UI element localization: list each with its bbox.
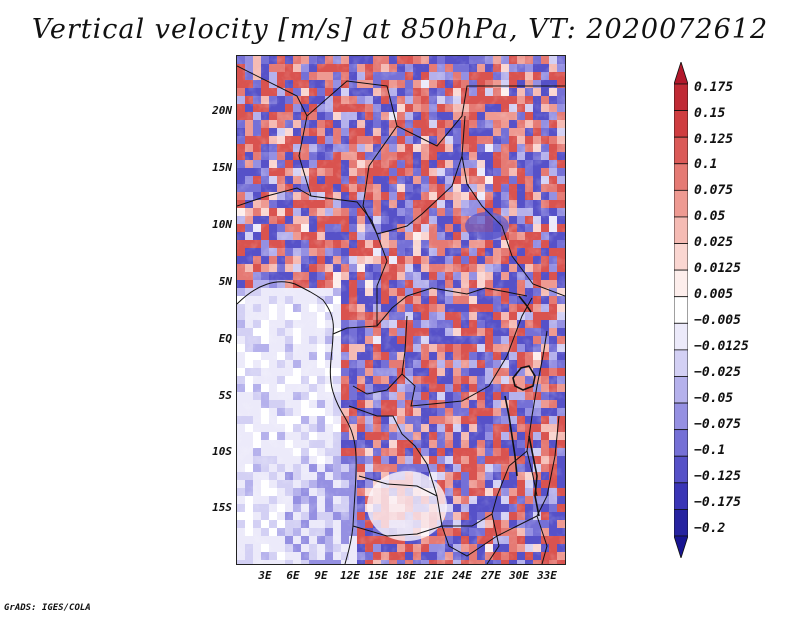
colorbar-swatch	[674, 376, 688, 404]
colorbar-label: −0.025	[694, 365, 741, 380]
map-title: Vertical velocity [m/s] at 850hPa, VT: 2…	[31, 14, 769, 45]
colorbar-label: 0.1	[694, 157, 718, 172]
velocity-field-map	[237, 56, 565, 564]
lat-label: 5S	[218, 389, 232, 402]
colorbar-swatch	[674, 296, 688, 324]
colorbar	[674, 62, 688, 558]
colorbar-swatch	[674, 509, 688, 537]
colorbar-swatch	[674, 402, 688, 431]
lon-label: 33E	[537, 569, 557, 582]
colorbar-label: −0.0125	[694, 339, 749, 354]
colorbar-label: −0.05	[694, 391, 734, 406]
lat-label: 15N	[212, 161, 232, 174]
colorbar-label: −0.175	[694, 495, 741, 510]
texture-overlay	[237, 56, 565, 564]
colorbar-swatch	[674, 455, 688, 484]
colorbar-swatch	[674, 482, 688, 510]
lat-label: 20N	[212, 104, 232, 117]
colorbar-swatch	[674, 322, 688, 351]
lakes-and-coastline-details	[504, 295, 540, 517]
lon-label: 15E	[368, 569, 388, 582]
lon-label: 12E	[340, 569, 360, 582]
lat-label: 10N	[212, 218, 232, 231]
lon-label: 3E	[258, 569, 272, 582]
colorbar-swatch	[674, 163, 688, 191]
colorbar-label: −0.075	[694, 417, 741, 432]
colorbar-swatch	[674, 216, 688, 244]
colorbar-label: 0.15	[694, 106, 726, 121]
colorbar-swatch	[674, 136, 688, 165]
colorbar-bottom-arrow	[674, 535, 688, 558]
lat-label: 15S	[212, 501, 232, 514]
colorbar-label: 0.005	[694, 287, 734, 302]
colorbar-label: 0.075	[694, 183, 734, 198]
colorbar-label: 0.025	[694, 235, 734, 250]
lon-label: 24E	[452, 569, 472, 582]
colorbar-label: −0.2	[694, 521, 726, 536]
lon-label: 6E	[286, 569, 300, 582]
colorbar-swatch	[674, 110, 688, 138]
lon-label: 9E	[314, 569, 328, 582]
colorbar-label: −0.1	[694, 443, 726, 458]
lat-label: 5N	[218, 275, 232, 288]
lat-label: 10S	[212, 445, 232, 458]
colorbar-label: 0.0125	[694, 261, 741, 276]
colorbar-swatch	[674, 349, 688, 377]
colorbar-swatch	[674, 269, 688, 298]
country-borders	[237, 65, 565, 564]
colorbar-label: 0.125	[694, 132, 734, 147]
lat-label: EQ	[218, 332, 232, 345]
lon-label: 30E	[509, 569, 529, 582]
colorbar-label: −0.005	[694, 313, 741, 328]
map-plot-area	[236, 55, 566, 565]
lon-label: 21E	[424, 569, 444, 582]
grads-credit: GrADS: IGES/COLA	[4, 603, 91, 613]
colorbar-top-arrow	[674, 62, 688, 85]
colorbar-label: 0.175	[694, 80, 734, 95]
colorbar-label: 0.05	[694, 209, 726, 224]
colorbar-swatch	[674, 243, 688, 271]
lon-label: 18E	[396, 569, 416, 582]
colorbar-swatch	[674, 83, 688, 111]
lon-label: 27E	[481, 569, 501, 582]
colorbar-label: −0.125	[694, 469, 741, 484]
colorbar-swatch	[674, 189, 688, 218]
colorbar-swatch	[674, 429, 688, 457]
